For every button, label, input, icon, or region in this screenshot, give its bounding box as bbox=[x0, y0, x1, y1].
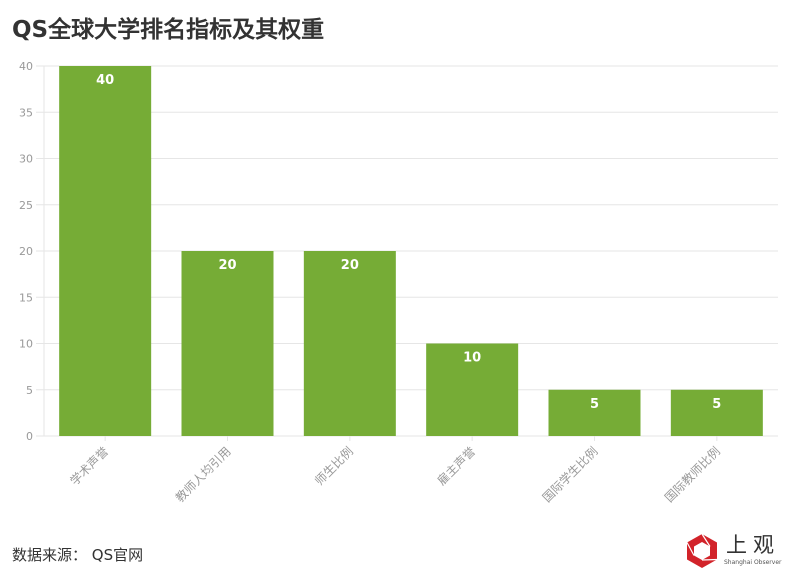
y-tick-label: 0 bbox=[26, 430, 33, 443]
y-tick-label: 30 bbox=[19, 153, 33, 166]
source-value: QS官网 bbox=[91, 546, 144, 564]
bar-value-label: 10 bbox=[463, 351, 481, 366]
shanghai-observer-logo: 上观 Shanghai Observer bbox=[684, 531, 794, 571]
x-category-label: 雇主声誉 bbox=[434, 444, 479, 489]
logo-text: 上观 bbox=[726, 533, 780, 557]
bar bbox=[181, 251, 274, 436]
bar bbox=[670, 389, 763, 436]
y-tick-label: 15 bbox=[19, 291, 33, 304]
bar bbox=[303, 251, 396, 436]
logo-subtext: Shanghai Observer bbox=[724, 559, 782, 566]
y-tick-label: 10 bbox=[19, 338, 33, 351]
x-category-label: 学术声誉 bbox=[67, 444, 112, 489]
bar bbox=[548, 389, 641, 436]
y-tick-label: 40 bbox=[19, 60, 33, 73]
source-label: 数据来源： bbox=[12, 546, 88, 564]
logo-hexagon-icon bbox=[686, 533, 718, 568]
x-category-label: 国际学生比例 bbox=[539, 444, 601, 506]
y-tick-label: 35 bbox=[19, 106, 33, 119]
x-category-label: 国际教师比例 bbox=[661, 444, 723, 506]
bar-value-label: 20 bbox=[341, 258, 359, 273]
y-tick-label: 5 bbox=[26, 384, 33, 397]
y-tick-label: 20 bbox=[19, 245, 33, 258]
bar bbox=[59, 66, 152, 436]
bar bbox=[426, 343, 519, 436]
y-tick-label: 25 bbox=[19, 199, 33, 212]
bar-value-label: 5 bbox=[590, 397, 599, 412]
data-source: 数据来源： QS官网 bbox=[12, 544, 143, 565]
bar-value-label: 40 bbox=[96, 73, 114, 88]
chart-title: QS全球大学排名指标及其权重 bbox=[12, 17, 325, 43]
x-category-label: 教师人均引用 bbox=[172, 444, 234, 506]
bar-value-label: 20 bbox=[218, 258, 236, 273]
bar-value-label: 5 bbox=[712, 397, 721, 412]
x-category-label: 师生比例 bbox=[312, 444, 356, 488]
